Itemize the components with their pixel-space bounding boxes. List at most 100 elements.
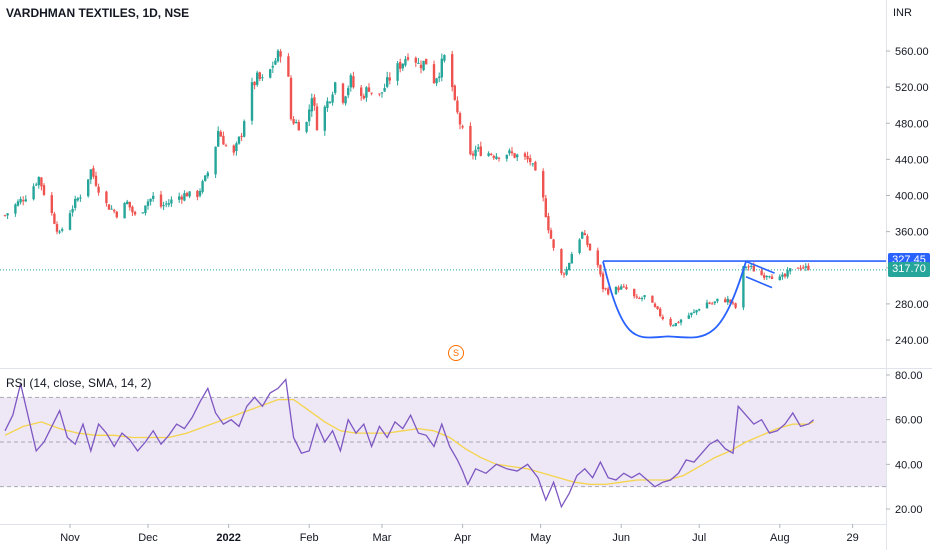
price-tick-label: 240.00: [895, 335, 929, 347]
candle-body: [97, 186, 100, 193]
candle-body: [183, 193, 186, 201]
candle-body: [479, 146, 482, 156]
candle: [365, 86, 368, 102]
candle-body: [92, 168, 95, 177]
split-marker[interactable]: S: [448, 345, 464, 361]
candle-body: [453, 85, 456, 100]
candle: [383, 83, 386, 93]
candle-body: [35, 184, 38, 186]
candle: [344, 95, 347, 106]
candle: [217, 126, 220, 148]
candle: [542, 168, 545, 202]
candle-body: [219, 131, 222, 137]
candle: [360, 84, 363, 101]
candle: [89, 168, 92, 185]
candle: [289, 75, 293, 121]
candle-body: [451, 54, 454, 88]
candle-body: [726, 298, 729, 303]
candle-body: [74, 198, 77, 208]
candle-body: [14, 204, 17, 214]
candle-body: [40, 177, 43, 187]
candle: [253, 81, 256, 90]
candle-body: [638, 298, 641, 300]
candle-body: [107, 204, 111, 210]
candle: [724, 297, 727, 303]
candle-body: [690, 312, 693, 315]
candle-body: [698, 309, 701, 311]
candle-body: [334, 82, 337, 93]
time-tick-label: Feb: [300, 532, 319, 544]
candle-body: [713, 301, 716, 304]
candle-body: [440, 58, 443, 78]
candle: [35, 182, 38, 186]
last-price-tag: 317.70: [888, 261, 930, 277]
candle: [152, 191, 155, 202]
rsi-title[interactable]: RSI (14, close, SMA, 14, 2): [6, 376, 152, 390]
candle-body: [656, 306, 659, 309]
candle-body: [287, 56, 290, 77]
candle-body: [89, 169, 92, 180]
candle-body: [508, 150, 511, 154]
candle-body: [42, 185, 46, 195]
candle: [581, 231, 584, 240]
candle-body: [380, 92, 384, 94]
candle-body: [178, 196, 181, 200]
candle: [547, 212, 550, 234]
candle-body: [352, 76, 355, 88]
candle-body: [765, 275, 768, 277]
candle: [167, 199, 170, 208]
candle: [16, 199, 20, 207]
candle-body: [362, 95, 365, 99]
candle: [50, 192, 53, 216]
candle-body: [604, 288, 607, 290]
candle-body: [786, 270, 789, 277]
candle: [97, 183, 100, 196]
candle: [620, 284, 623, 290]
candle-body: [133, 211, 137, 215]
candle-body: [731, 302, 735, 304]
candle-body: [3, 215, 7, 217]
candle: [162, 201, 165, 210]
candle-body: [659, 308, 662, 316]
candle: [661, 314, 664, 321]
price-tick-label: 520.00: [895, 82, 929, 94]
time-tick-label: Mar: [373, 532, 392, 544]
candle: [232, 144, 235, 156]
candle: [656, 306, 659, 310]
candle: [71, 205, 74, 217]
rsi-line: [4, 377, 815, 509]
candle: [690, 312, 693, 318]
candle-body: [513, 153, 516, 158]
candle: [544, 194, 547, 218]
candle: [763, 272, 766, 281]
candle-body: [105, 191, 108, 204]
candle-body: [744, 267, 748, 269]
candle-body: [196, 190, 199, 198]
candle-body: [305, 121, 308, 132]
candle-body: [258, 72, 261, 79]
rsi-tick-label: 20.00: [895, 504, 923, 516]
candle: [451, 50, 454, 92]
candle: [313, 94, 316, 111]
candle: [508, 148, 511, 156]
candle-body: [422, 60, 425, 71]
candle: [323, 105, 326, 136]
candle-body: [50, 195, 53, 213]
candle: [269, 68, 272, 79]
candle: [471, 150, 475, 160]
candle: [378, 93, 381, 97]
candle: [14, 203, 17, 217]
candle: [633, 288, 636, 299]
candle-body: [388, 77, 391, 81]
candle-body: [370, 92, 373, 94]
candle: [334, 81, 337, 95]
candle: [235, 141, 238, 156]
candle: [596, 247, 599, 268]
candle-body: [185, 193, 189, 197]
candle-body: [679, 319, 683, 323]
candle: [669, 317, 672, 327]
candle: [113, 208, 116, 214]
candle: [180, 194, 183, 204]
candle-body: [144, 205, 147, 213]
candle: [607, 286, 610, 296]
